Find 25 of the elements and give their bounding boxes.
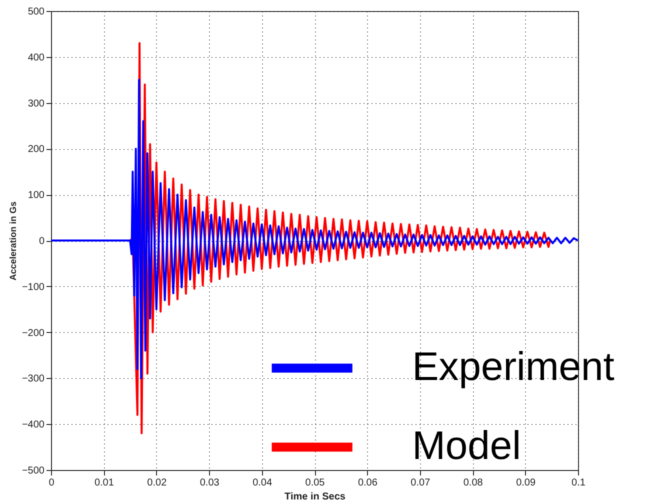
- y-tick-label: 300: [28, 98, 45, 110]
- x-tick-label: 0.05: [305, 478, 326, 488]
- x-tick-label: 0.09: [516, 478, 536, 488]
- legend-label: Model: [412, 424, 522, 468]
- x-tick-label: 0.1: [572, 478, 586, 488]
- y-tick-label: −400: [22, 420, 45, 431]
- y-tick-label: 0: [38, 236, 45, 247]
- x-tick-label: 0.06: [358, 478, 378, 488]
- y-tick-label: −200: [22, 328, 45, 339]
- y-tick-label: −100: [22, 282, 45, 293]
- y-tick-label: −500: [22, 466, 45, 476]
- x-tick-label: 0.02: [147, 478, 168, 488]
- y-tick-label: −300: [22, 374, 45, 385]
- y-axis-title: Acceleration in Gs: [8, 201, 18, 281]
- x-tick-label: 0.03: [200, 478, 220, 488]
- x-tick-label: 0.01: [94, 478, 114, 488]
- x-tick-label: 0: [48, 478, 55, 488]
- y-tick-label: 100: [28, 190, 45, 202]
- x-tick-label: 0.04: [252, 478, 272, 488]
- y-tick-label: 500: [28, 6, 45, 18]
- x-tick-label: 0.07: [410, 478, 431, 488]
- y-tick-label: 400: [28, 52, 45, 64]
- x-axis-title: Time in Secs: [284, 492, 346, 501]
- y-tick-label: 200: [28, 144, 45, 156]
- x-tick-label: 0.08: [463, 478, 484, 488]
